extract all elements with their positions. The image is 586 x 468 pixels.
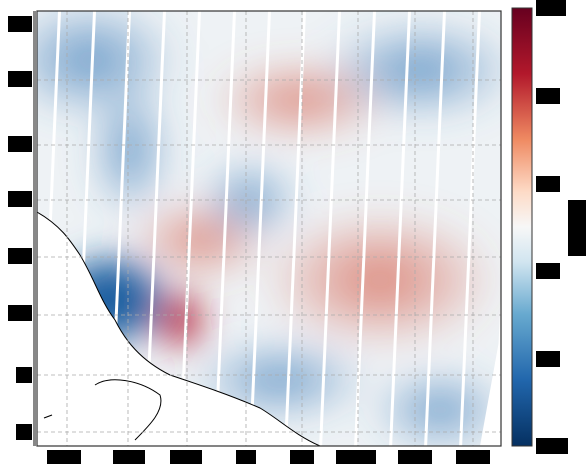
map-field [37,11,501,446]
colorbar [511,7,533,447]
redacted-labels [8,0,586,464]
coastline [37,211,321,446]
graticule [37,11,501,446]
